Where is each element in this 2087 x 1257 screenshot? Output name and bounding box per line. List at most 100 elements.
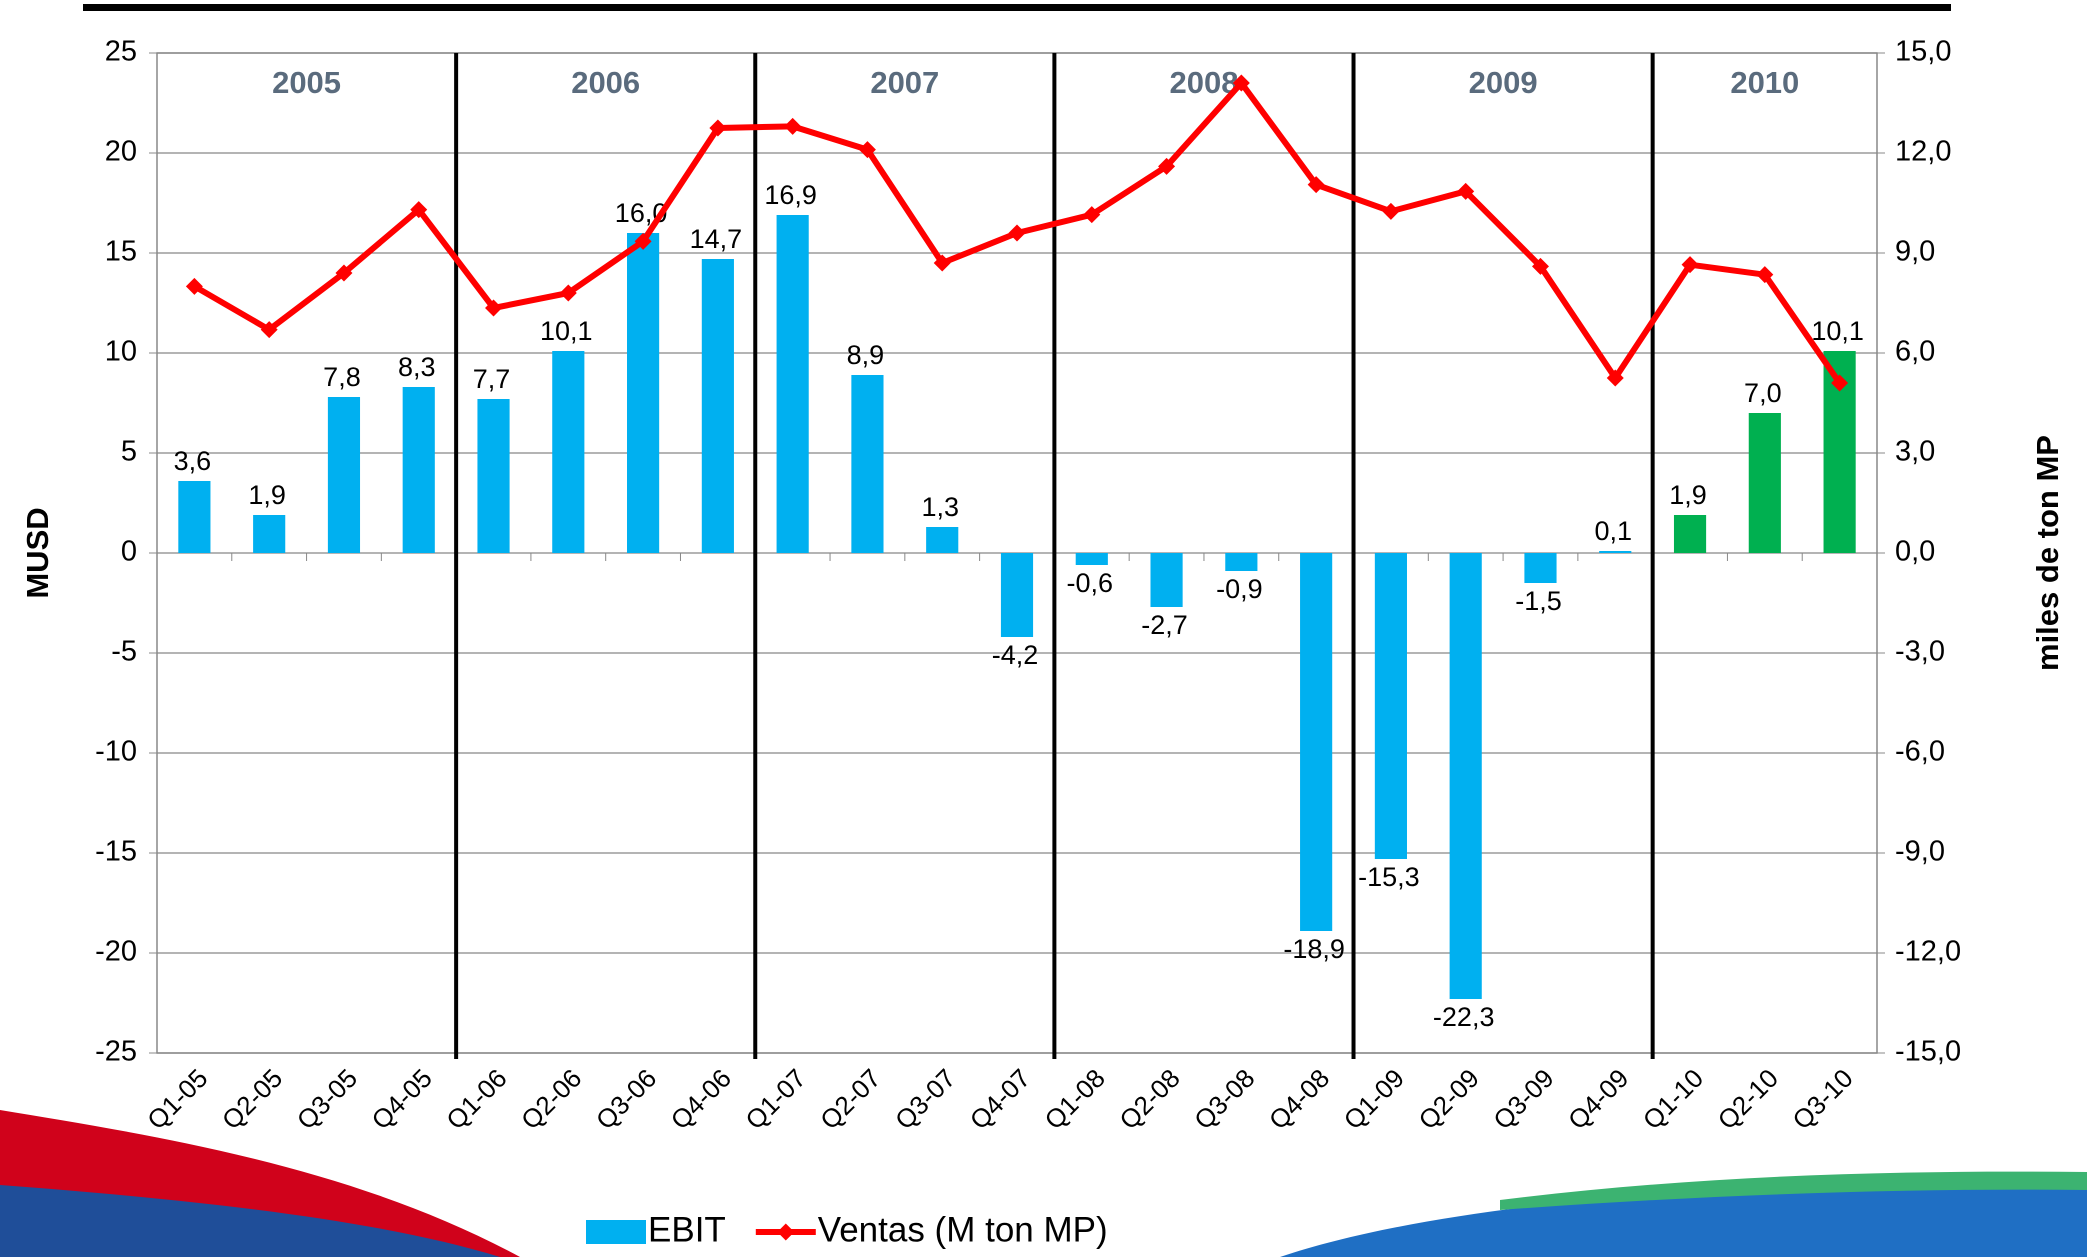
x-tick-label: Q3-09: [1487, 1063, 1559, 1135]
x-tick-label: Q1-08: [1039, 1063, 1111, 1135]
bar: [1075, 553, 1108, 565]
y-tick-label: -10: [95, 736, 137, 768]
bar: [1300, 553, 1333, 931]
x-tick-label: Q4-08: [1263, 1063, 1335, 1135]
x-tick-label: Q1-07: [739, 1063, 811, 1135]
y-tick-label: 15: [105, 236, 137, 268]
bar: [851, 375, 884, 553]
data-label: 7,8: [323, 362, 361, 392]
decor-green: [1500, 1171, 2087, 1210]
y-tick-label: 5: [121, 436, 137, 468]
line-marker: [185, 277, 203, 295]
data-label: 1,3: [921, 492, 959, 522]
data-label: 7,0: [1744, 378, 1782, 408]
bar: [1000, 553, 1034, 637]
data-label: -18,9: [1283, 934, 1345, 964]
year-label: 2009: [1469, 65, 1538, 100]
data-label: 10,1: [540, 316, 593, 346]
line-marker: [1382, 202, 1400, 220]
x-tick-label: Q2-06: [515, 1063, 587, 1135]
y-axis-title: MUSD: [20, 507, 55, 598]
line-marker: [858, 141, 876, 159]
x-tick-label: Q1-05: [141, 1063, 213, 1135]
y2-tick-label: -6,0: [1895, 736, 1945, 768]
data-label: 1,9: [248, 480, 286, 510]
x-tick-label: Q4-05: [366, 1063, 438, 1135]
y2-tick-label: 0,0: [1895, 536, 1935, 568]
data-label: 3,6: [174, 446, 212, 476]
bar: [1374, 553, 1407, 859]
y2-tick-label: -3,0: [1895, 636, 1945, 668]
y-tick-label: -15: [95, 836, 137, 868]
legend-marker: [777, 1223, 795, 1241]
x-tick-label: Q3-07: [889, 1063, 961, 1135]
y2-tick-label: 3,0: [1895, 436, 1935, 468]
line-marker: [709, 119, 727, 137]
y2-tick-label: 9,0: [1895, 236, 1935, 268]
data-label: 1,9: [1669, 480, 1707, 510]
y2-tick-label: -15,0: [1895, 1036, 1961, 1068]
legend-label: EBIT: [648, 1210, 726, 1249]
y-tick-label: 20: [105, 136, 137, 168]
legend-label: Ventas (M ton MP): [818, 1210, 1108, 1249]
line-marker: [485, 299, 503, 317]
bar: [1673, 515, 1707, 553]
y2-axis-title: miles de ton MP: [2030, 435, 2065, 671]
y-tick-label: 0: [121, 536, 137, 568]
line-marker: [1008, 224, 1026, 242]
x-tick-label: Q4-06: [665, 1063, 737, 1135]
x-tick-label: Q2-05: [216, 1063, 288, 1135]
y-tick-label: -5: [111, 636, 137, 668]
bar: [1225, 553, 1258, 571]
bar: [776, 215, 809, 553]
data-label: 7,7: [473, 364, 511, 394]
line-marker: [335, 264, 353, 282]
x-tick-label: Q1-06: [440, 1063, 512, 1135]
y-tick-label: -20: [95, 936, 137, 968]
line-marker: [410, 201, 428, 219]
data-label: -1,5: [1515, 586, 1562, 616]
line-marker: [933, 254, 951, 272]
year-label: 2007: [870, 65, 939, 100]
x-tick-label: Q3-08: [1188, 1063, 1260, 1135]
x-tick-label: Q2-09: [1412, 1063, 1484, 1135]
y2-tick-label: -9,0: [1895, 836, 1945, 868]
x-tick-label: Q1-09: [1338, 1063, 1410, 1135]
line-marker: [260, 321, 278, 339]
decor-blue: [0, 1185, 500, 1257]
data-label: -0,6: [1067, 568, 1114, 598]
y2-tick-label: 6,0: [1895, 336, 1935, 368]
bar: [1449, 553, 1482, 999]
x-tick-label: Q3-06: [590, 1063, 662, 1135]
year-label: 2008: [1169, 65, 1238, 100]
data-label: 14,7: [690, 224, 743, 254]
line-marker: [634, 232, 652, 250]
x-tick-label: Q3-10: [1786, 1063, 1858, 1135]
data-label: 8,9: [847, 340, 885, 370]
bar: [701, 259, 734, 553]
y2-tick-label: -12,0: [1895, 936, 1961, 968]
y2-tick-label: 12,0: [1895, 136, 1951, 168]
x-tick-label: Q4-07: [964, 1063, 1036, 1135]
bar: [1524, 553, 1557, 583]
bar: [327, 397, 361, 553]
x-tick-label: Q3-05: [291, 1063, 363, 1135]
bar: [477, 399, 510, 553]
x-tick-label: Q2-10: [1712, 1063, 1784, 1135]
data-label: 10,1: [1811, 316, 1864, 346]
data-label: 0,1: [1594, 516, 1632, 546]
decor-blue-right: [1280, 1180, 2087, 1257]
bar: [1150, 553, 1183, 607]
x-tick-label: Q2-08: [1113, 1063, 1185, 1135]
bar: [253, 515, 286, 553]
data-label: -2,7: [1141, 610, 1188, 640]
year-label: 2006: [571, 65, 640, 100]
y-tick-label: -25: [95, 1036, 137, 1068]
year-label: 2005: [272, 65, 341, 100]
bar: [926, 527, 959, 553]
line-marker: [559, 284, 577, 302]
data-label: 8,3: [398, 352, 436, 382]
bar: [1599, 551, 1632, 553]
x-tick-label: Q2-07: [814, 1063, 886, 1135]
